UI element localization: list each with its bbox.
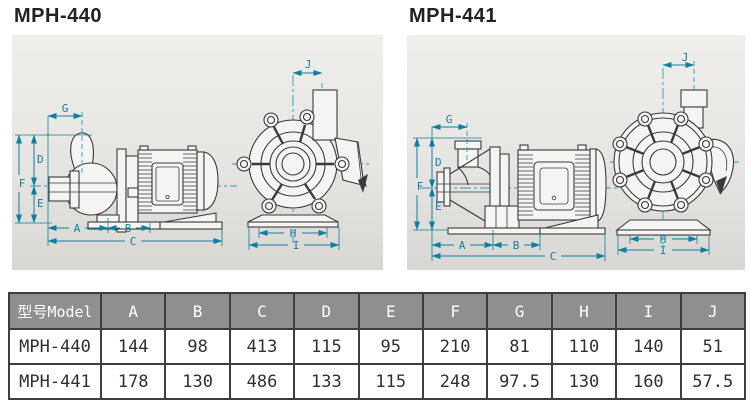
value-cell: 97.5 xyxy=(486,363,553,400)
value-cell: 110 xyxy=(550,328,618,365)
side-view-mph440: G F D E A B C xyxy=(15,102,237,248)
panel-mph-441: G F D E A B C xyxy=(407,35,745,270)
front-dimensions: J H I xyxy=(617,51,710,257)
spec-table-body: MPH-440 144 98 413 115 95 210 81 110 140 51 MPH-441… xyxy=(8,328,747,400)
model-cell: MPH-441 xyxy=(8,363,102,400)
dim-label-a: A xyxy=(459,239,466,252)
table-row: MPH-441 178 130 486 133 115 248 97.5 130 160 57.5 xyxy=(8,363,747,400)
dim-label-c: C xyxy=(130,235,137,248)
dim-label-g: G xyxy=(446,113,453,126)
mph-441-drawing: G F D E A B C xyxy=(413,51,739,263)
bolts xyxy=(612,111,714,213)
model-title-mph-441: MPH-441 xyxy=(409,5,497,27)
col-header-model: 型号Model xyxy=(8,292,102,330)
dim-label-d: D xyxy=(435,156,442,169)
panel-mph-440: G F D E A B C xyxy=(12,35,383,270)
dim-label-f: F xyxy=(19,177,26,190)
dim-label-a: A xyxy=(74,222,81,235)
col-header-C: C xyxy=(228,292,296,330)
value-cell: 57.5 xyxy=(679,363,747,400)
value-cell: 413 xyxy=(228,328,296,365)
dim-label-i: I xyxy=(293,239,300,252)
pump-front xyxy=(236,89,368,228)
spec-table: 型号Model A B C D E F G H I J MPH-440 144 98 413 115 95 21… xyxy=(8,292,747,400)
value-cell: 140 xyxy=(615,328,682,365)
col-header-G: G xyxy=(486,292,553,330)
value-cell: 51 xyxy=(679,328,747,365)
value-cell: 248 xyxy=(421,363,489,400)
col-header-H: H xyxy=(550,292,618,330)
pump-front xyxy=(612,89,735,236)
front-view-mph441: J H I xyxy=(610,51,739,257)
dim-label-j: J xyxy=(305,58,312,71)
table-header-row: 型号Model A B C D E F G H I J xyxy=(8,292,747,330)
dim-label-b: B xyxy=(513,239,520,252)
dim-label-h: H xyxy=(660,233,667,246)
value-cell: 160 xyxy=(615,363,682,400)
dim-label-d: D xyxy=(37,153,44,166)
col-header-F: F xyxy=(421,292,489,330)
pump-head xyxy=(436,140,541,235)
col-header-B: B xyxy=(164,292,231,330)
table-row: MPH-440 144 98 413 115 95 210 81 110 140 51 xyxy=(8,328,747,365)
col-header-D: D xyxy=(293,292,360,330)
value-cell: 98 xyxy=(164,328,231,365)
value-cell: 95 xyxy=(357,328,424,365)
value-cell: 486 xyxy=(228,363,296,400)
dim-label-j: J xyxy=(682,51,689,64)
col-header-E: E xyxy=(357,292,424,330)
front-dimensions: J H I xyxy=(248,58,340,252)
pump-head xyxy=(48,132,161,233)
side-dimensions: G F D E A B C xyxy=(15,102,223,248)
col-header-A: A xyxy=(99,292,167,330)
motor xyxy=(517,144,607,235)
bolts xyxy=(236,109,350,214)
dim-label-c: C xyxy=(550,250,557,263)
value-cell: 115 xyxy=(357,363,424,400)
dim-label-i: I xyxy=(660,244,667,257)
dim-label-b: B xyxy=(125,222,132,235)
value-cell: 81 xyxy=(486,328,553,365)
side-dimensions: G F D E A B C xyxy=(413,113,606,263)
col-header-J: J xyxy=(679,292,747,330)
dim-label-f: F xyxy=(417,180,424,193)
spokes xyxy=(252,124,334,201)
model-cell: MPH-440 xyxy=(8,328,102,365)
dim-label-e: E xyxy=(435,200,442,213)
dim-label-g: G xyxy=(62,102,69,115)
spokes xyxy=(625,124,701,200)
front-view-mph440: J H I xyxy=(232,58,372,252)
dim-label-e: E xyxy=(37,197,44,210)
motor xyxy=(127,145,223,230)
col-header-I: I xyxy=(615,292,682,330)
side-view-mph441: G F D E A B C xyxy=(413,113,620,263)
value-cell: 130 xyxy=(550,363,618,400)
value-cell: 210 xyxy=(421,328,489,365)
value-cell: 144 xyxy=(99,328,167,365)
value-cell: 178 xyxy=(99,363,167,400)
dim-label-h: H xyxy=(290,227,297,240)
value-cell: 133 xyxy=(293,363,360,400)
model-title-mph-440: MPH-440 xyxy=(14,5,102,27)
mph-440-drawing: G F D E A B C xyxy=(15,58,372,252)
value-cell: 115 xyxy=(293,328,360,365)
value-cell: 130 xyxy=(164,363,231,400)
